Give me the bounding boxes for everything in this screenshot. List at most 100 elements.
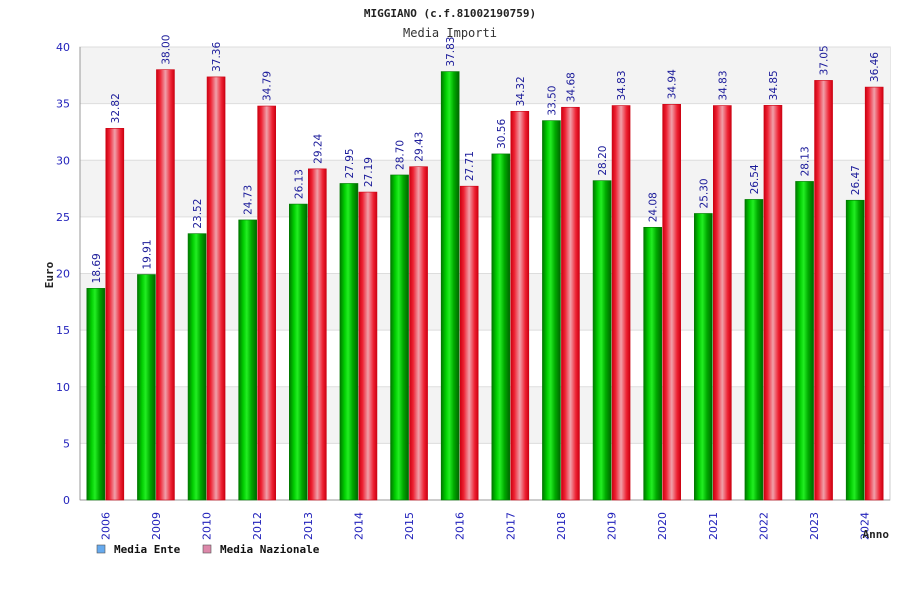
bar-value-label: 24.08 — [648, 192, 660, 222]
bar-media-ente — [187, 233, 207, 501]
bar-media-ente — [542, 120, 561, 501]
bar-value-label: 38.00 — [160, 35, 172, 65]
y-tick-label: 25 — [56, 211, 70, 224]
x-tick-label: 2018 — [555, 512, 568, 540]
bar-value-labels: 18.69 32.82 19.91 38.00 23.52 37.36 24.73 34.79… — [91, 35, 881, 284]
legend-label-media-ente: Media Ente — [114, 543, 181, 556]
bar-media-nazionale — [459, 185, 479, 501]
bar-media-nazionale — [409, 166, 428, 501]
bar-value-label: 26.13 — [293, 169, 305, 199]
x-tick-label: 2023 — [808, 512, 821, 540]
bar-value-label: 34.85 — [768, 70, 780, 100]
bar-media-nazionale — [257, 105, 276, 501]
bar-media-nazionale — [713, 105, 732, 501]
chart-subtitle: Media Importi — [403, 26, 497, 40]
bar-media-ente — [440, 71, 460, 501]
x-tick-label: 2016 — [454, 512, 467, 540]
x-tick-label: 2021 — [707, 512, 720, 540]
bar-value-label: 19.91 — [141, 239, 153, 269]
bar-media-ente — [643, 226, 662, 501]
bar-value-label: 37.36 — [211, 42, 223, 72]
bar-value-label: 34.79 — [262, 71, 274, 101]
bar-value-label: 37.83 — [445, 37, 457, 67]
bar-value-label: 24.73 — [243, 185, 255, 215]
bar-media-ente — [137, 274, 156, 501]
bar-media-nazionale — [662, 104, 681, 501]
bar-value-label: 29.24 — [312, 133, 324, 163]
bar-media-nazionale — [611, 105, 631, 501]
x-tick-label: 2017 — [504, 512, 517, 540]
bar-value-label: 37.05 — [819, 45, 831, 75]
bar-value-label: 26.47 — [850, 165, 862, 195]
y-tick-label: 35 — [56, 98, 70, 111]
y-tick-label: 30 — [56, 154, 70, 167]
bar-media-nazionale — [561, 106, 580, 501]
y-axis-ticks: 0 5 10 15 20 25 30 35 40 — [56, 41, 70, 507]
bar-value-label: 28.70 — [395, 140, 407, 170]
bar-value-label: 34.32 — [515, 76, 527, 106]
y-axis-label: Euro — [43, 261, 56, 288]
x-axis-label: Anno — [863, 528, 890, 541]
bar-media-ente — [339, 183, 359, 501]
bar-value-label: 28.20 — [597, 146, 609, 176]
chart-title: MIGGIANO (c.f.81002190759) — [364, 7, 536, 20]
bar-value-label: 28.13 — [800, 146, 812, 176]
bar-media-nazionale — [308, 168, 327, 501]
bar-media-nazionale — [156, 69, 175, 501]
x-tick-label: 2020 — [656, 512, 669, 540]
y-tick-label: 20 — [56, 268, 70, 281]
legend-swatch-media-ente — [96, 544, 106, 554]
bar-media-ente — [795, 181, 814, 501]
bar-media-nazionale — [510, 111, 530, 501]
x-tick-label: 2024 — [859, 512, 872, 540]
bars — [86, 69, 884, 501]
bar-value-label: 26.54 — [749, 164, 761, 194]
bar-media-ente — [289, 203, 308, 501]
bar-media-nazionale — [206, 76, 226, 501]
bar-value-label: 36.46 — [869, 52, 881, 82]
bar-value-label: 27.19 — [363, 157, 375, 187]
x-tick-label: 2006 — [99, 512, 112, 540]
x-tick-label: 2014 — [352, 512, 365, 540]
bar-value-label: 34.83 — [717, 70, 729, 100]
bar-media-nazionale — [763, 105, 783, 501]
bar-value-label: 34.68 — [565, 72, 577, 102]
legend: Media Ente Media Nazionale — [96, 543, 320, 556]
bar-media-nazionale — [864, 86, 884, 501]
bar-media-nazionale — [358, 191, 378, 501]
x-tick-label: 2009 — [150, 512, 163, 540]
bar-value-label: 34.83 — [616, 70, 628, 100]
legend-label-media-nazionale: Media Nazionale — [220, 543, 320, 556]
y-tick-label: 40 — [56, 41, 70, 54]
bar-media-ente — [694, 213, 713, 501]
bar-value-label: 29.43 — [414, 132, 426, 162]
bar-media-ente — [744, 199, 764, 501]
bar-value-label: 32.82 — [110, 93, 122, 123]
bar-value-label: 30.56 — [496, 119, 508, 149]
x-axis-ticks: 2006 2009 2010 2012 2013 2014 2015 2016 2017 2018… — [99, 512, 871, 540]
bar-value-label: 23.52 — [192, 199, 204, 229]
y-tick-label: 15 — [56, 324, 70, 337]
legend-swatch-media-nazionale — [202, 544, 212, 554]
bar-value-label: 34.94 — [667, 69, 679, 99]
y-tick-label: 0 — [63, 494, 70, 507]
x-tick-label: 2013 — [302, 512, 315, 540]
x-tick-label: 2015 — [403, 512, 416, 540]
bar-value-label: 25.30 — [698, 178, 710, 208]
bar-value-label: 27.95 — [344, 148, 356, 178]
bar-media-ente — [238, 219, 257, 501]
bar-media-ente — [86, 288, 106, 501]
y-tick-label: 5 — [63, 437, 70, 450]
bar-media-ente — [390, 174, 409, 501]
x-tick-label: 2022 — [757, 512, 770, 540]
bar-media-nazionale — [814, 80, 833, 501]
bar-media-nazionale — [105, 128, 125, 501]
bar-value-label: 27.71 — [464, 151, 476, 181]
bar-media-ente — [491, 153, 511, 501]
bar-value-label: 33.50 — [546, 86, 558, 116]
x-tick-label: 2019 — [606, 512, 619, 540]
x-tick-label: 2010 — [201, 512, 214, 540]
x-tick-label: 2012 — [251, 512, 264, 540]
bar-media-ente — [592, 180, 612, 501]
